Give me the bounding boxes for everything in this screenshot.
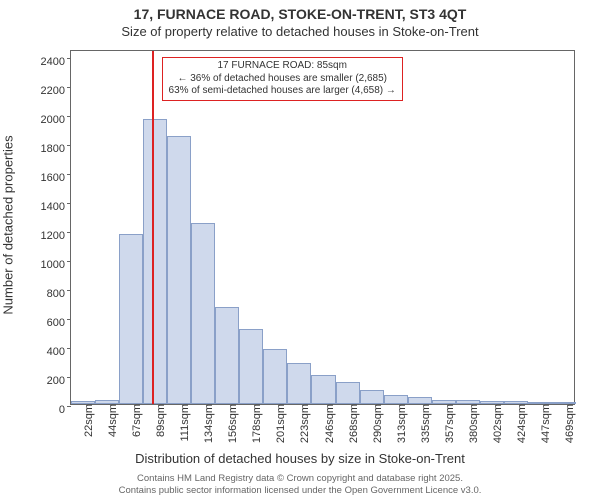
footer-line-1: Contains HM Land Registry data © Crown c… — [0, 473, 600, 484]
y-tick-mark — [67, 348, 71, 349]
annotation-line: 17 FURNACE ROAD: 85sqm — [169, 60, 396, 73]
plot-area: 0200400600800100012001400160018002000220… — [70, 50, 575, 405]
y-tick-mark — [67, 87, 71, 88]
y-tick-mark — [67, 377, 71, 378]
x-tick-label: 111sqm — [177, 404, 191, 442]
histogram-bar — [336, 382, 360, 404]
chart-subtitle: Size of property relative to detached ho… — [0, 24, 600, 39]
x-tick-label: 134sqm — [201, 404, 215, 443]
histogram-bar — [263, 349, 287, 404]
histogram-bar — [287, 363, 311, 404]
y-tick-mark — [67, 232, 71, 233]
annotation-line: 63% of semi-detached houses are larger (… — [169, 85, 396, 98]
histogram-bar — [167, 136, 191, 404]
x-tick-label: 357sqm — [442, 404, 456, 443]
x-tick-label: 424sqm — [514, 404, 528, 443]
x-tick-label: 89sqm — [153, 404, 167, 437]
property-marker-line — [152, 51, 154, 404]
histogram-bar — [191, 223, 215, 404]
y-tick-mark — [67, 174, 71, 175]
histogram-bar — [143, 119, 167, 404]
x-tick-label: 201sqm — [273, 404, 287, 443]
y-tick-mark — [67, 290, 71, 291]
histogram-bar — [239, 329, 263, 404]
chart-title: 17, FURNACE ROAD, STOKE-ON-TRENT, ST3 4Q… — [0, 6, 600, 22]
x-tick-label: 67sqm — [129, 404, 143, 437]
footer-line-2: Contains public sector information licen… — [0, 485, 600, 496]
x-tick-label: 380sqm — [466, 404, 480, 443]
annotation-line: ← 36% of detached houses are smaller (2,… — [169, 73, 396, 86]
x-tick-label: 313sqm — [394, 404, 408, 443]
histogram-bar — [384, 395, 408, 404]
x-tick-label: 290sqm — [370, 404, 384, 443]
x-tick-label: 402sqm — [490, 404, 504, 443]
chart-footer: Contains HM Land Registry data © Crown c… — [0, 473, 600, 496]
histogram-bar — [119, 234, 143, 404]
y-tick-mark — [67, 319, 71, 320]
x-tick-label: 223sqm — [297, 404, 311, 443]
histogram-bar — [311, 375, 335, 404]
x-tick-label: 447sqm — [538, 404, 552, 443]
histogram-chart: 17, FURNACE ROAD, STOKE-ON-TRENT, ST3 4Q… — [0, 0, 600, 500]
x-tick-label: 246sqm — [322, 404, 336, 443]
histogram-bar — [360, 390, 384, 404]
x-tick-label: 335sqm — [418, 404, 432, 443]
annotation-box: 17 FURNACE ROAD: 85sqm← 36% of detached … — [162, 57, 403, 101]
y-axis-label: Number of detached properties — [1, 135, 16, 314]
y-tick-mark — [67, 203, 71, 204]
y-tick-mark — [67, 261, 71, 262]
x-tick-label: 268sqm — [346, 404, 360, 443]
x-tick-label: 469sqm — [562, 404, 576, 443]
x-axis-label: Distribution of detached houses by size … — [0, 451, 600, 466]
histogram-bar — [215, 307, 239, 404]
y-tick-mark — [67, 58, 71, 59]
histogram-bar — [408, 397, 432, 404]
x-tick-label: 44sqm — [105, 404, 119, 437]
y-tick-mark — [67, 116, 71, 117]
x-tick-label: 156sqm — [225, 404, 239, 443]
x-tick-label: 22sqm — [81, 404, 95, 437]
y-tick-mark — [67, 145, 71, 146]
x-tick-label: 178sqm — [249, 404, 263, 443]
y-tick-mark — [67, 406, 71, 407]
